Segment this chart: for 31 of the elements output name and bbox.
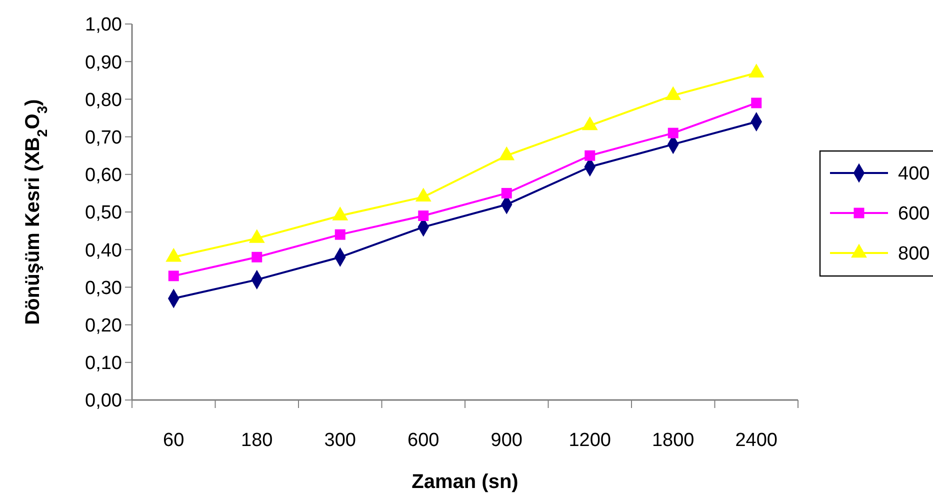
x-tick-label: 300 (324, 430, 356, 451)
x-axis-title: Zaman (sn) (412, 471, 518, 493)
point (418, 210, 429, 222)
x-tick-label: 1200 (568, 430, 612, 451)
y-tick-label: 0,10 (85, 353, 122, 374)
x-tick-label: 60 (163, 430, 184, 451)
y-tick-label: 0,70 (85, 127, 122, 148)
y-tick-label: 0,00 (85, 390, 122, 412)
point (751, 98, 762, 108)
x-tick-label: 600 (408, 430, 440, 451)
point (584, 150, 596, 161)
point (334, 229, 346, 240)
y-tick-label: 1,00 (85, 14, 122, 36)
point (501, 188, 512, 198)
y-tick-label: 0,20 (85, 315, 122, 336)
x-tick-label: 1800 (652, 430, 694, 451)
y-tick-label: 0,90 (85, 52, 122, 74)
legend-label: 800 (898, 244, 930, 265)
y-tick-label: 0,30 (85, 278, 122, 299)
point (668, 128, 678, 138)
x-tick-label: 2400 (735, 430, 778, 451)
y-tick-label: 0,50 (85, 202, 122, 224)
legend-label: 400 (898, 164, 930, 185)
point (252, 252, 262, 262)
x-tick-label: 900 (490, 430, 522, 451)
y-tick-label: 0,80 (85, 90, 122, 111)
x-tick-label: 180 (241, 430, 273, 451)
legend-label: 600 (898, 204, 930, 225)
y-tick-label: 0,40 (85, 240, 122, 262)
y-tick-label: 0,60 (85, 165, 122, 186)
point (168, 270, 179, 282)
